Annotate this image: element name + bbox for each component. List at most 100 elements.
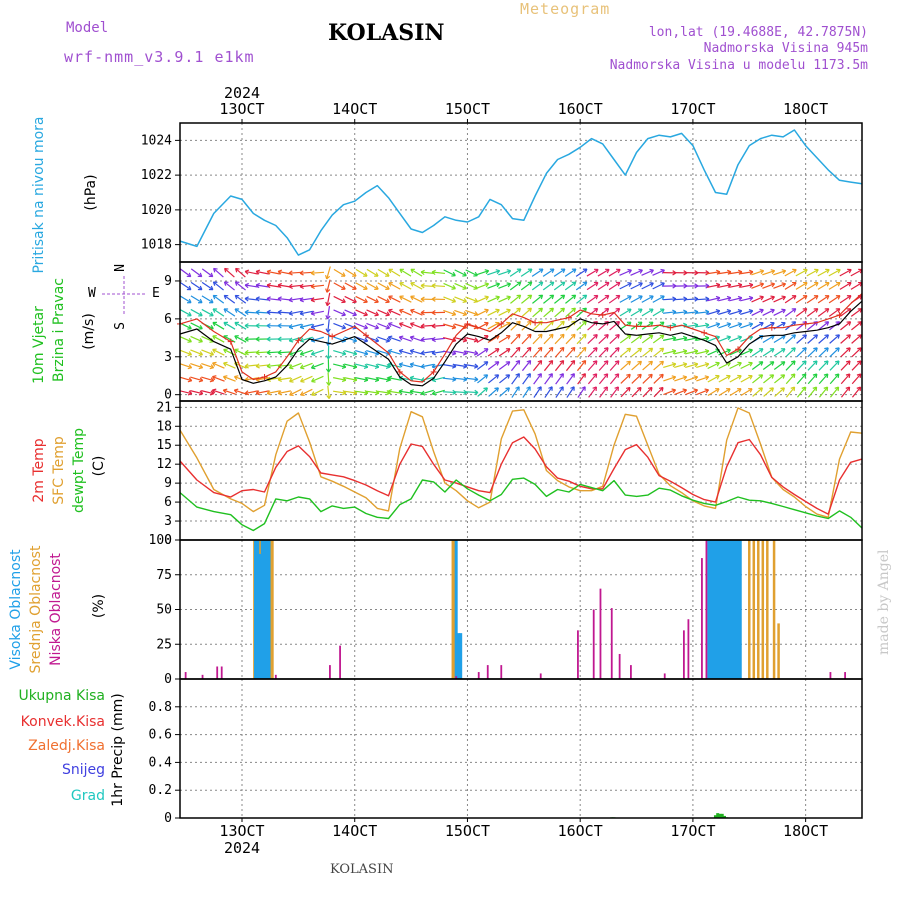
wind-arrow-head (212, 335, 216, 340)
wind-arrow (255, 351, 270, 354)
wind-arrow-head (738, 323, 743, 328)
wind-arrow (598, 360, 609, 371)
wind-arrow (201, 376, 214, 382)
wind-arrow (718, 362, 731, 370)
wind-arrow-head (738, 271, 743, 275)
wind-arrow-head (311, 380, 316, 383)
wind-arrow (565, 360, 576, 372)
wind-arrow-head (326, 395, 330, 399)
wind-arrow-head (771, 296, 775, 301)
wind-arrow (234, 348, 247, 356)
wind-arrow (388, 377, 401, 381)
wind-arrow-head (573, 334, 576, 339)
wind-arrow-head (277, 296, 282, 300)
wind-arrow (377, 363, 390, 368)
wind-arrow-head (420, 352, 425, 356)
wind-arrow (839, 295, 852, 304)
wind-arrow-head (462, 288, 467, 290)
cloud-high-bar (731, 540, 735, 679)
wind-arrow-head (398, 336, 403, 341)
y-tick-label: 3 (164, 514, 172, 529)
wind-arrow (653, 360, 664, 371)
wind-arrow-head (804, 282, 808, 287)
wind-arrow-head (824, 334, 829, 337)
wind-arrow-head (398, 363, 403, 368)
wind-arrow (223, 308, 236, 317)
wind-arrow (454, 269, 467, 277)
wind-arrow-head (410, 269, 414, 274)
wind-arrow-head (210, 272, 214, 277)
wind-arrow-head (716, 362, 720, 367)
wind-arrow-head (705, 298, 710, 302)
wind-arrow (608, 281, 621, 291)
cloud-low-bar (844, 672, 846, 679)
cloud-high-bar (736, 540, 740, 679)
wind-arrow-head (300, 367, 305, 370)
wind-arrow-head (199, 351, 204, 356)
wind-arrow-head (529, 295, 533, 300)
wind-arrow-head (639, 321, 643, 327)
wind-arrow (718, 284, 731, 288)
wind-arrow (344, 336, 357, 342)
wind-arrow-head (289, 380, 294, 383)
y-tick-label: 1024 (141, 133, 172, 148)
wind-arrow-head (463, 298, 468, 302)
wind-arrow (630, 334, 643, 344)
wind-arrow-head (266, 269, 272, 273)
wind-arrow-head (738, 336, 743, 341)
wind-arrow (454, 309, 467, 316)
wind-arrow (751, 296, 764, 303)
wind-arrow (333, 322, 346, 329)
wind-arrow-head (614, 360, 619, 363)
wind-arrow (642, 373, 653, 384)
wind-arrow (696, 350, 709, 355)
wind-arrow (498, 335, 511, 343)
wind-arrow-head (222, 389, 227, 394)
wind-arrow (554, 333, 565, 345)
wind-arrow-head (409, 375, 415, 379)
wind-arrow-head (559, 386, 564, 389)
wind-arrow (840, 347, 851, 358)
wind-arrow (630, 295, 643, 303)
wind-arrow (420, 350, 435, 354)
wind-arrow-head (727, 310, 732, 315)
wind-arrow-head (560, 307, 565, 310)
wind-arrow-head (749, 349, 753, 354)
wind-arrow-head (342, 298, 346, 303)
wind-arrow (773, 296, 786, 303)
wind-arrow (652, 308, 665, 317)
wind-arrow (223, 389, 236, 395)
wind-arrow-head (288, 337, 293, 342)
wind-arrow (327, 385, 330, 399)
wind-arrow-head (526, 359, 531, 363)
wind-arrow (365, 390, 380, 394)
wind-arrow-head (223, 375, 228, 378)
wind-arrow-head (505, 387, 510, 390)
wind-arrow-head (244, 323, 249, 327)
wind-arrow-head (726, 348, 731, 351)
wind-arrow-head (826, 308, 830, 313)
wind-arrow (851, 321, 862, 331)
wind-arrow-head (584, 347, 587, 352)
wind-arrow (377, 295, 390, 303)
wind-arrow-head (474, 376, 479, 381)
wind-arrow-head (300, 340, 305, 343)
wind-arrow-head (826, 373, 829, 379)
wind-arrow-head (628, 269, 632, 274)
wind-arrow (355, 377, 368, 381)
wind-arrow (244, 297, 259, 301)
wind-arrow-head (234, 375, 239, 378)
wind-arrow-head (244, 376, 249, 381)
wind-arrow-head (199, 285, 203, 290)
wind-arrow-head (299, 286, 304, 290)
wind-arrow-head (420, 377, 425, 381)
wind-arrow (355, 349, 368, 355)
wind-arrow-head (682, 335, 688, 339)
cloud-high-bar (713, 540, 717, 679)
wind-arrow (498, 309, 511, 316)
y-tick-label: 12 (156, 457, 172, 472)
model-elevation-label: Nadmorska Visina u modelu 1173.5m (609, 58, 868, 73)
wind-arrow (388, 363, 401, 368)
wind-arrow-head (244, 296, 249, 300)
wind-arrow-head (518, 295, 522, 300)
